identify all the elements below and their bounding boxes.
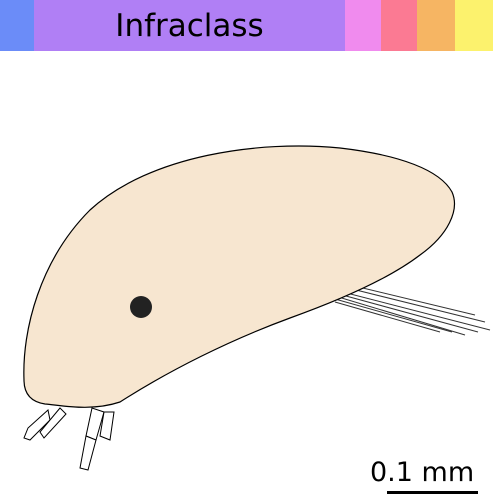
- ostracod-illustration: [23, 145, 491, 471]
- rank-segment: [455, 0, 493, 51]
- rank-segment: [417, 0, 455, 51]
- rank-segment-current: [34, 0, 345, 51]
- rank-segment: [345, 0, 381, 51]
- scale-bar-label: 0.1 mm: [370, 457, 475, 488]
- carapace: [23, 145, 456, 408]
- rank-title: Infraclass: [115, 7, 264, 44]
- rank-segment: [0, 0, 34, 51]
- appendages: [23, 407, 115, 471]
- rank-segment: [381, 0, 417, 51]
- eye: [130, 296, 152, 318]
- scale-bar: [387, 491, 478, 494]
- taxonomic-rank-bar: [0, 0, 493, 51]
- setae: [334, 282, 491, 336]
